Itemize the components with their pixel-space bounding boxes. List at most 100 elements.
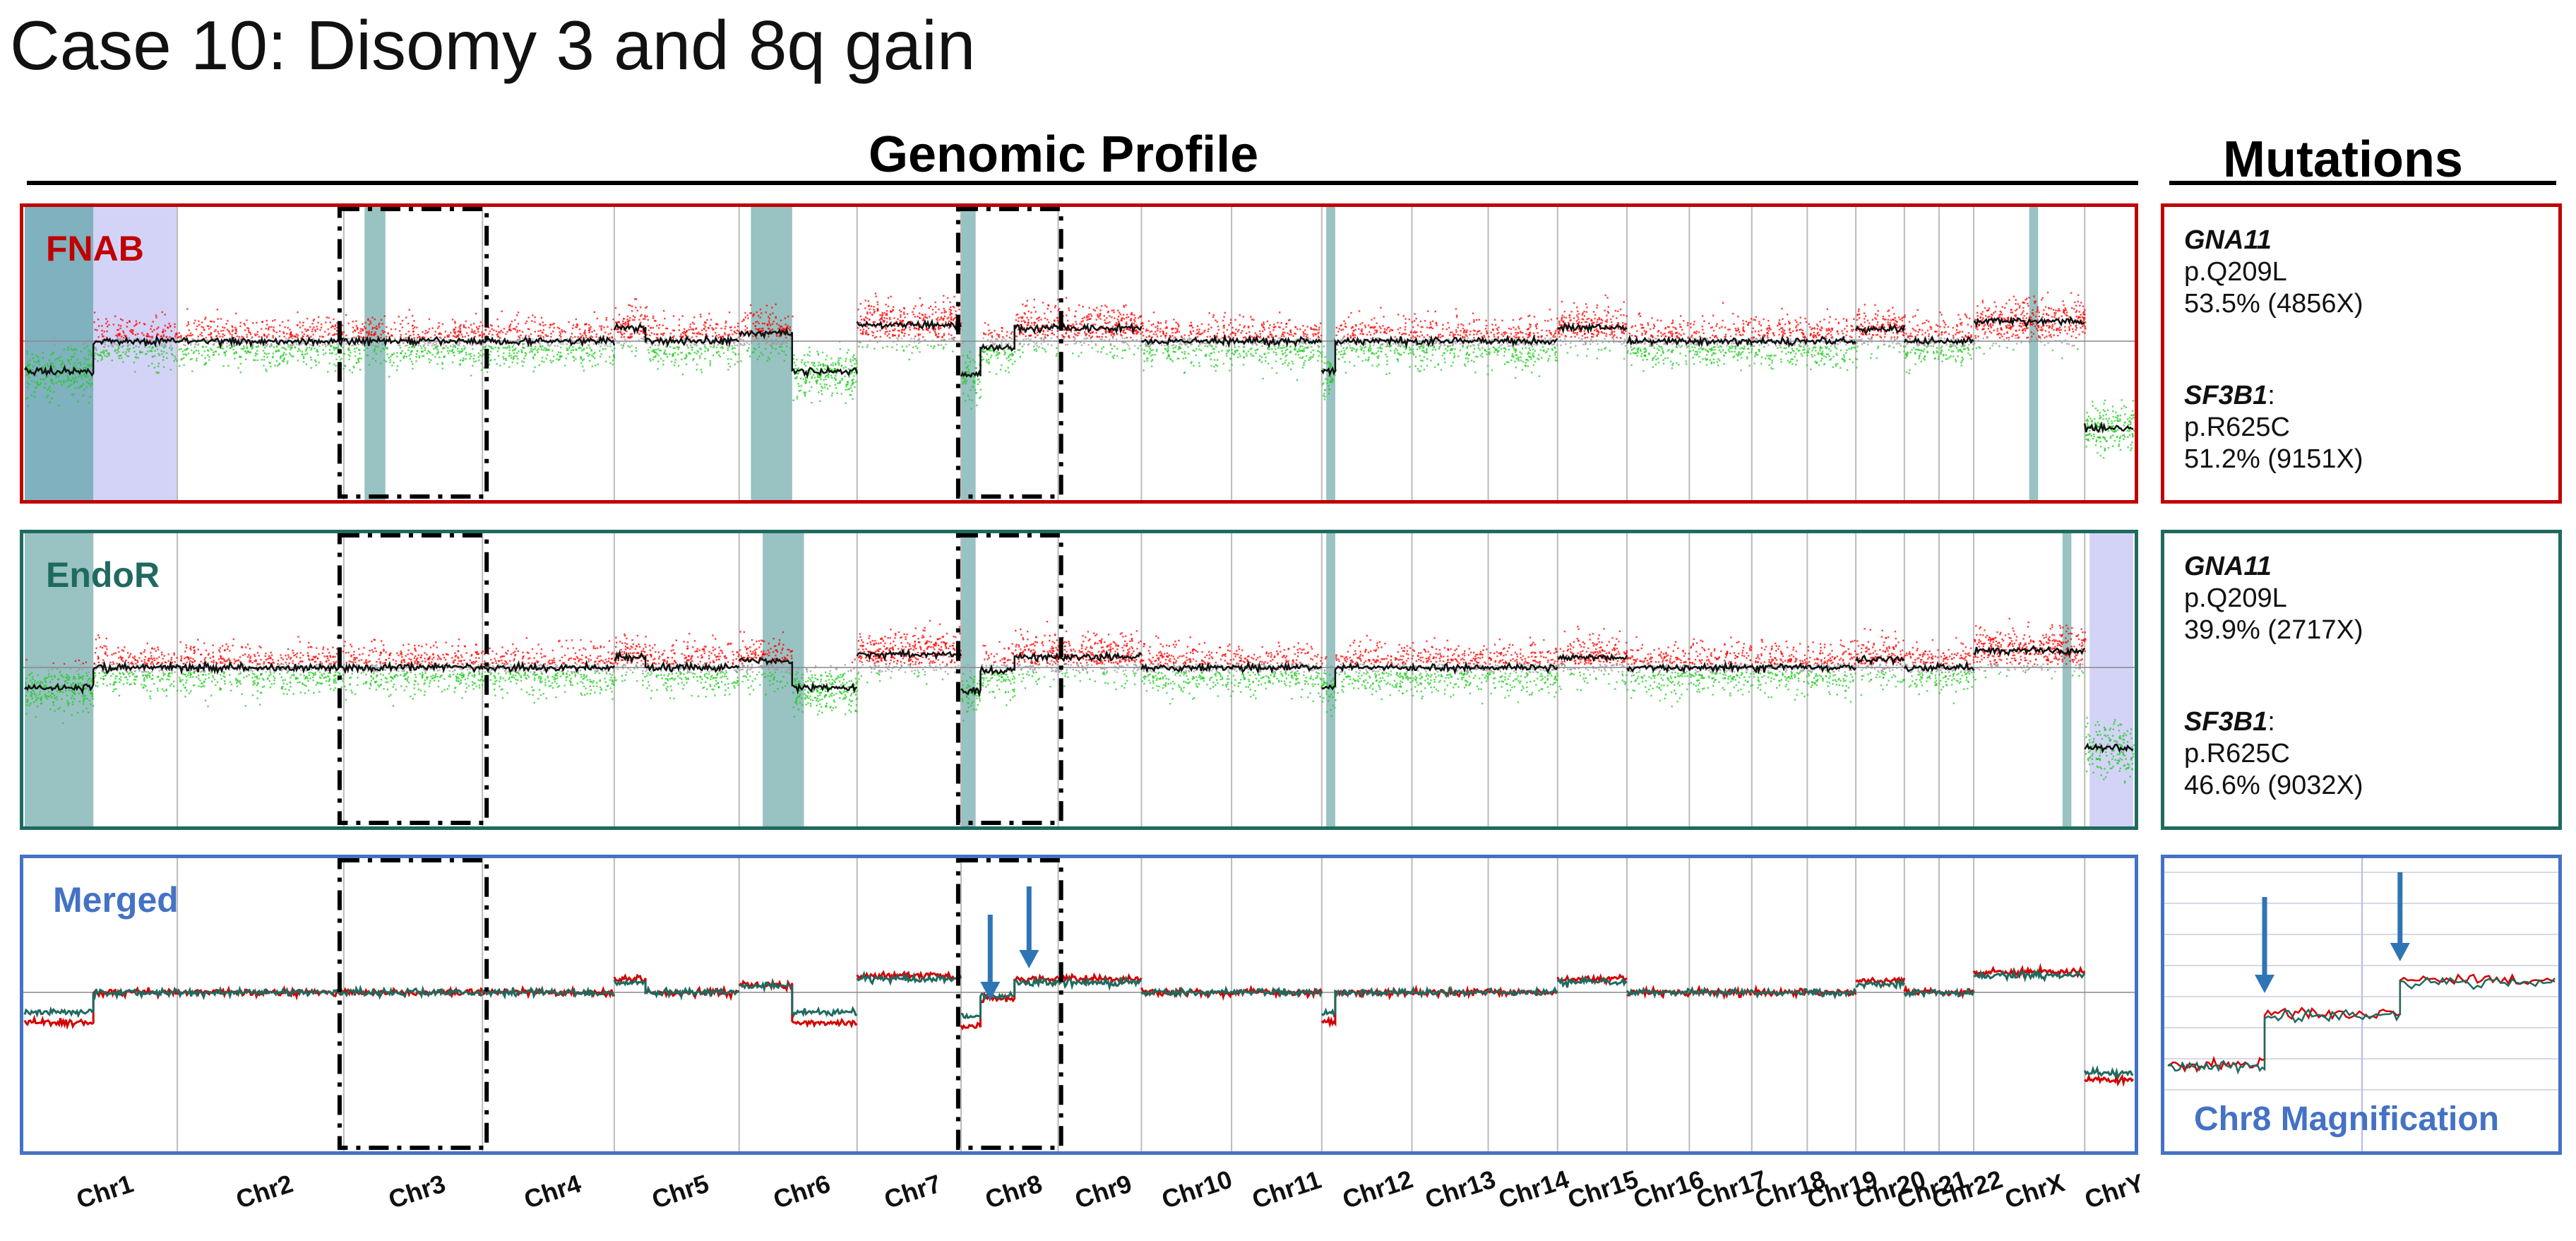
segment-line-endor: [1488, 985, 1558, 997]
segment-line-endor: [1626, 987, 1690, 999]
chromosome-label: Chr4: [520, 1168, 585, 1214]
segment-line-endor: [1487, 661, 1558, 675]
segment-line-fnab: [960, 322, 1059, 379]
chromosome-label: Chr14: [1494, 1164, 1573, 1214]
probe-points: [1627, 312, 1690, 372]
magnification-label: Chr8 Magnification: [2194, 1100, 2500, 1138]
chromosome-label: ChrX: [2000, 1168, 2068, 1214]
segment-line-endor: [23, 986, 179, 1019]
segment-line-fnab: [1938, 336, 1974, 347]
probe-points: [1488, 636, 1559, 703]
segment-line-endor: [1806, 987, 1857, 1000]
chromosome-label: Chr6: [770, 1168, 834, 1214]
endor-panel: EndoR: [20, 530, 2138, 830]
gene-suffix: :: [2267, 381, 2275, 410]
protein-change: p.Q209L: [2184, 256, 2287, 287]
probe-points: [981, 641, 1016, 706]
chromosome-label: Chr7: [881, 1168, 946, 1214]
segment-line-endor: [24, 660, 179, 695]
probe-points: [482, 310, 616, 373]
genomic-profile-header: Genomic Profile: [869, 126, 1259, 183]
segment-line-fnab: [342, 985, 484, 999]
chromosome-label: Chr15: [1563, 1164, 1642, 1214]
probe-points: [1141, 311, 1234, 374]
fnab-mutation-2: SF3B1: p.R625C 51.2% (9151X): [2184, 380, 2363, 475]
probe-points: [1412, 308, 1490, 376]
segment-line-fnab: [613, 973, 740, 1002]
segment-line-endor: [1688, 985, 1753, 999]
probe-points: [25, 337, 95, 407]
segment-line-endor: [1320, 987, 1413, 1019]
chromosome-label: Chr3: [385, 1168, 449, 1214]
chromosome-label: Chr8: [981, 1168, 1046, 1214]
probe-points: [93, 311, 179, 374]
segment-line-fnab: [2083, 421, 2134, 434]
probe-points: [1015, 620, 1060, 689]
breakpoint-arrow-head: [1019, 950, 1039, 968]
probe-points: [1751, 307, 1809, 370]
segment-line-endor: [1140, 985, 1233, 999]
endor-label: EndoR: [46, 555, 160, 595]
magnified-arrow-head: [2255, 975, 2274, 993]
variant-allele-frequency: 53.5% (4856X): [2184, 288, 2363, 319]
segment-line-fnab: [1057, 321, 1143, 336]
chr-highlight-box: [955, 207, 1063, 499]
merged-plot: [23, 858, 2135, 1151]
chr-highlight-box: [955, 533, 1063, 825]
segment-line-endor: [1855, 978, 1906, 991]
gene-name: SF3B1: [2184, 381, 2268, 410]
segment-line-endor: [482, 660, 615, 674]
mutations-rule: [2169, 181, 2556, 185]
segment-line-fnab: [1751, 335, 1808, 348]
segment-line-fnab: [960, 973, 1059, 1031]
probe-points: [2085, 399, 2135, 459]
segment-line-endor: [856, 648, 962, 662]
segment-line-endor: [1751, 987, 1808, 999]
probe-points: [1232, 641, 1323, 703]
segment-line-endor: [1057, 975, 1142, 992]
magnified-segment-line: [2167, 976, 2556, 1075]
chromosome-label: Chr9: [1071, 1168, 1136, 1214]
genomic-profile-rule: [27, 181, 2138, 185]
segment-line-endor: [2083, 1065, 2134, 1081]
segment-line-endor: [177, 659, 345, 675]
gene-suffix: :: [2267, 707, 2275, 737]
segment-line-endor: [342, 660, 484, 675]
probe-points: [344, 639, 484, 707]
segment-line-endor: [1855, 654, 1905, 667]
chromosome-label: Chr11: [1248, 1165, 1325, 1214]
highlight-band: [2029, 207, 2039, 500]
segment-line-fnab: [1231, 335, 1323, 349]
probe-points: [1752, 639, 1809, 701]
fnab-mutations-box: GNA11 p.Q209L 53.5% (4856X) SF3B1: p.R62…: [2161, 203, 2562, 504]
probe-points: [739, 303, 794, 362]
segment-line-endor: [1751, 662, 1808, 675]
segment-line-endor: [1973, 645, 2086, 658]
protein-change: p.Q209L: [2184, 583, 2287, 613]
segment-line-endor: [856, 970, 962, 987]
chr-highlight-box: [337, 533, 489, 825]
highlight-band: [2089, 533, 2133, 826]
highlight-band: [763, 533, 804, 826]
segment-line-fnab: [24, 335, 178, 377]
probe-points: [482, 636, 616, 704]
segment-line-fnab: [1974, 316, 2085, 328]
endor-plot: [23, 533, 2135, 826]
segment-line-endor: [1938, 660, 1975, 672]
chr8-magnification-plot: [2164, 858, 2558, 1151]
highlight-band: [2062, 533, 2072, 826]
probe-points: [178, 636, 345, 708]
probe-points: [792, 340, 859, 404]
chr-highlight-box: [337, 207, 489, 499]
segment-line-fnab: [1854, 323, 1906, 336]
protein-change: p.R625C: [2184, 738, 2290, 768]
segment-line-fnab: [482, 335, 616, 348]
gene-name: GNA11: [2184, 552, 2272, 581]
segment-line-fnab: [1903, 335, 1940, 345]
segment-line-fnab: [2084, 1074, 2135, 1088]
segment-line-fnab: [1231, 985, 1323, 999]
segment-line-fnab: [1487, 334, 1558, 348]
chromosome-label: Chr5: [648, 1168, 712, 1214]
highlight-band: [1326, 533, 1335, 826]
fnab-mutation-1: GNA11 p.Q209L 53.5% (4856X): [2184, 225, 2363, 319]
